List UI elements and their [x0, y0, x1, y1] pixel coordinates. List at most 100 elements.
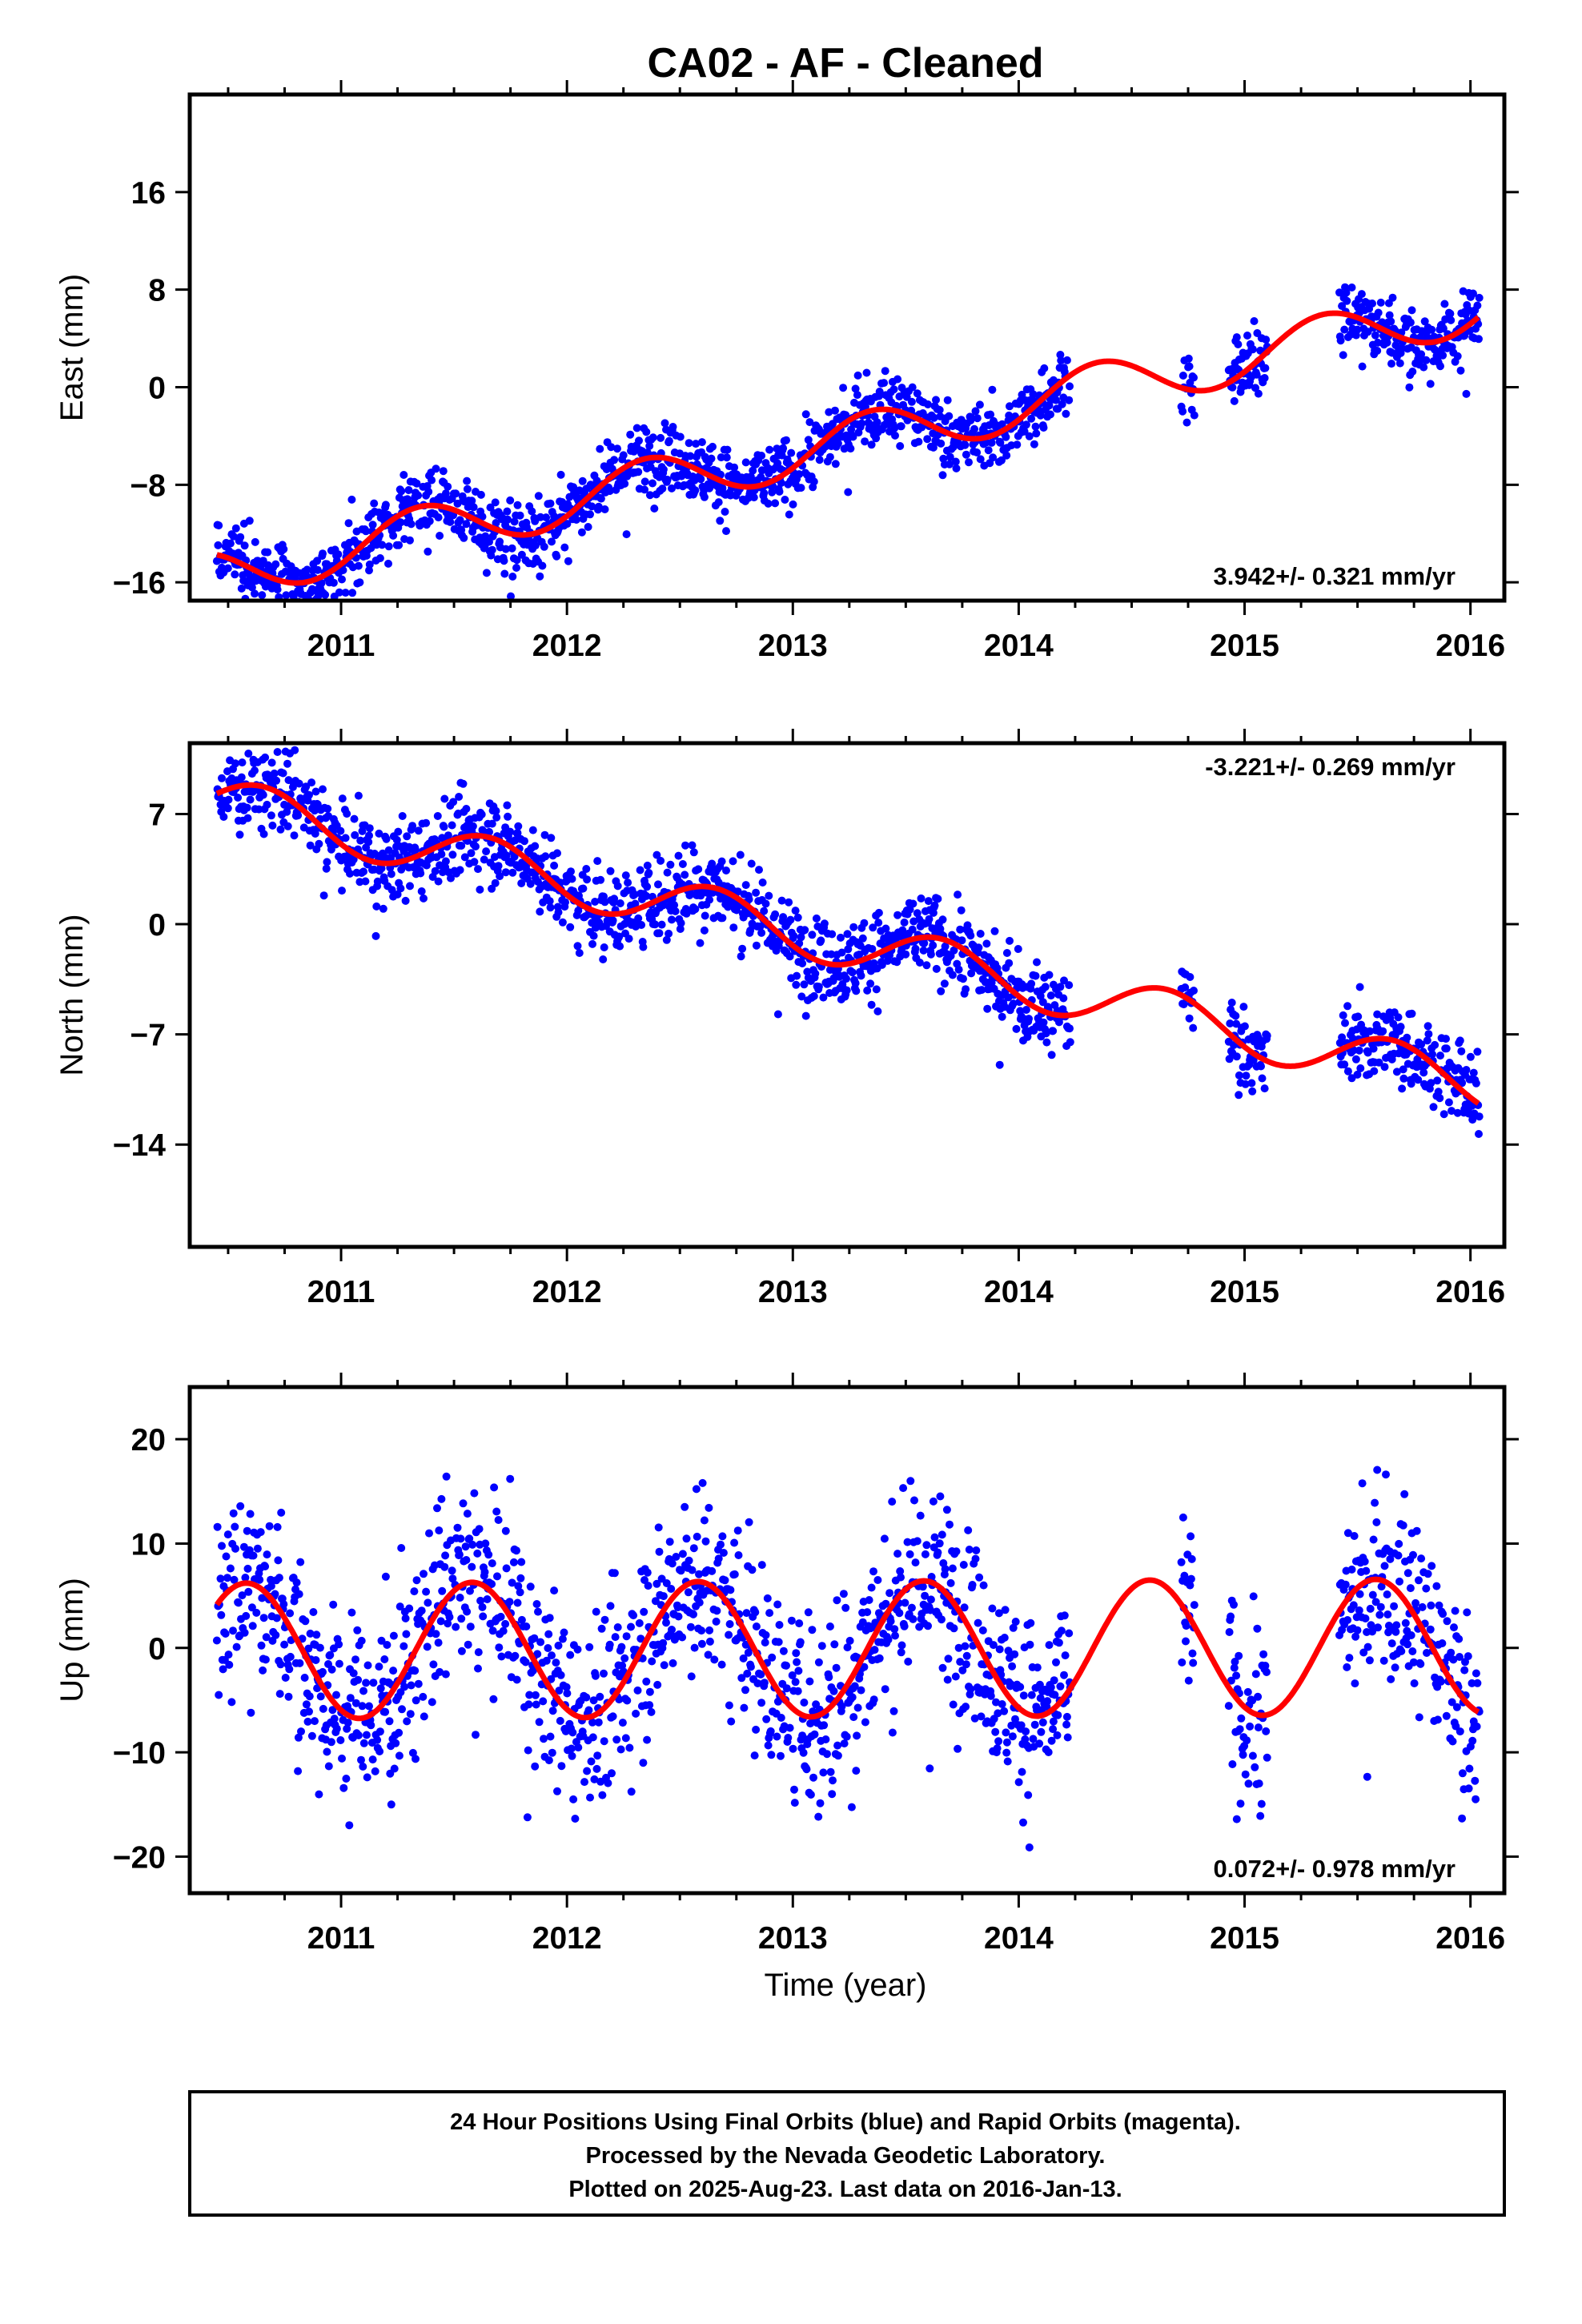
data-point: [1041, 983, 1050, 991]
data-point: [929, 1497, 938, 1506]
data-point: [448, 850, 457, 859]
data-point: [1475, 1130, 1483, 1138]
y-tick-label: −8: [130, 468, 166, 503]
data-point: [1368, 1627, 1376, 1636]
data-point: [1377, 1582, 1386, 1591]
data-point: [1368, 300, 1376, 308]
data-point: [948, 1564, 957, 1573]
data-point: [817, 936, 825, 945]
data-point: [610, 895, 619, 903]
data-point: [393, 890, 402, 899]
data-point: [531, 517, 540, 525]
data-point: [488, 545, 496, 554]
data-point: [962, 985, 970, 994]
data-point: [619, 451, 628, 460]
data-point: [1057, 356, 1066, 365]
data-point: [327, 1665, 336, 1674]
data-point: [1063, 1733, 1072, 1742]
data-point: [1226, 1019, 1235, 1027]
data-point: [267, 758, 276, 767]
data-point: [1035, 1739, 1044, 1748]
data-point: [243, 803, 251, 812]
data-point: [1379, 1027, 1387, 1035]
data-point: [784, 1734, 793, 1742]
data-point: [825, 1622, 834, 1630]
data-point: [596, 494, 605, 503]
x-tick-label: 2014: [984, 629, 1054, 663]
data-point: [860, 1663, 869, 1671]
data-point: [1260, 1084, 1269, 1093]
data-point: [785, 952, 794, 961]
data-point: [752, 888, 761, 897]
data-point: [847, 1803, 856, 1811]
data-point: [1002, 1728, 1010, 1737]
data-point: [212, 1636, 221, 1645]
data-point: [1042, 1038, 1051, 1047]
data-point: [403, 832, 412, 841]
data-point: [216, 1574, 225, 1583]
data-point: [585, 1642, 594, 1651]
data-point: [552, 1659, 560, 1667]
data-point: [1188, 1649, 1197, 1658]
data-point: [749, 466, 757, 475]
data-point: [802, 1765, 811, 1774]
data-point: [904, 1657, 913, 1666]
data-point: [726, 491, 735, 500]
data-point: [385, 1717, 394, 1726]
data-point: [851, 384, 860, 393]
data-point: [841, 1603, 850, 1612]
data-point: [437, 850, 446, 858]
data-point: [722, 453, 731, 462]
data-point: [616, 899, 624, 907]
data-point: [659, 465, 668, 474]
data-point: [303, 1717, 312, 1726]
data-point: [988, 385, 997, 394]
data-point: [456, 866, 464, 875]
data-point: [862, 368, 871, 377]
data-point: [600, 1669, 608, 1678]
data-point: [1232, 1671, 1241, 1680]
data-point: [1190, 1601, 1199, 1610]
data-point: [326, 1651, 335, 1659]
data-point: [1472, 1722, 1481, 1731]
data-point: [587, 1757, 596, 1766]
data-point: [842, 975, 850, 983]
data-point: [1369, 1535, 1378, 1544]
data-point: [1007, 1721, 1016, 1730]
data-point: [354, 791, 363, 800]
plot-frame: [187, 741, 1507, 1249]
data-point: [800, 980, 809, 989]
data-point: [463, 1510, 472, 1518]
data-point: [662, 1579, 671, 1587]
data-point: [1439, 324, 1447, 333]
data-point: [544, 1756, 553, 1765]
data-point: [215, 521, 223, 530]
data-point: [452, 1622, 460, 1631]
data-point: [752, 1725, 761, 1734]
data-point: [464, 1640, 472, 1649]
data-point: [472, 842, 480, 850]
data-point: [261, 753, 270, 762]
data-point: [223, 804, 232, 813]
data-point: [1065, 1629, 1074, 1638]
data-point: [1388, 293, 1397, 302]
data-point: [592, 1607, 600, 1616]
data-point: [1029, 390, 1038, 399]
data-point: [1433, 1076, 1442, 1085]
data-point: [704, 1651, 713, 1659]
data-point: [1397, 1647, 1406, 1655]
data-point: [909, 899, 917, 908]
data-point: [950, 1624, 958, 1633]
data-point: [925, 915, 934, 923]
data-point: [506, 827, 515, 836]
data-point: [400, 471, 408, 479]
data-point: [500, 569, 509, 578]
data-point: [809, 477, 818, 486]
data-point: [950, 946, 958, 955]
data-point: [334, 550, 343, 559]
data-point: [1253, 1624, 1262, 1633]
data-point: [435, 1526, 444, 1535]
data-point: [408, 822, 417, 830]
data-point: [1439, 351, 1447, 360]
data-point: [329, 601, 337, 609]
